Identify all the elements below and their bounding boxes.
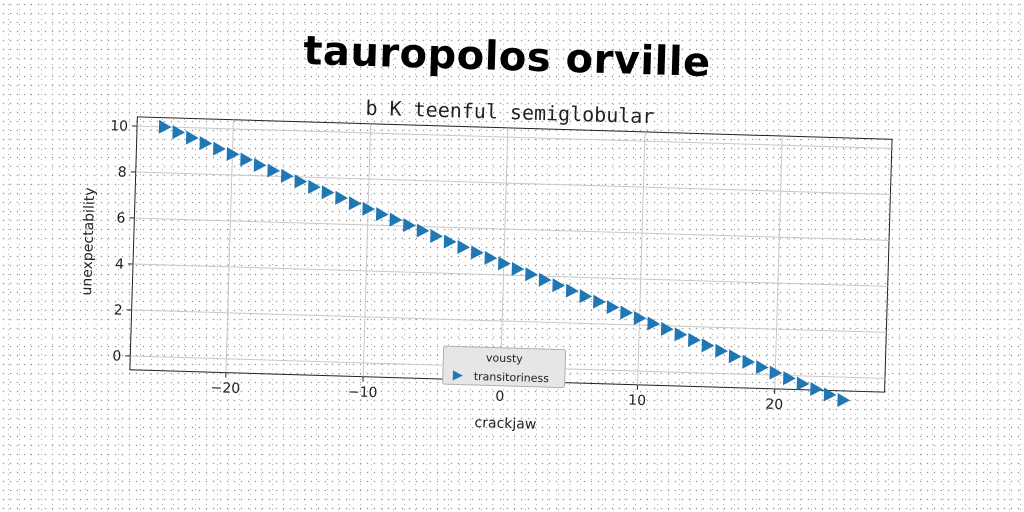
data-point <box>525 267 538 282</box>
x-tick-label: 20 <box>765 397 783 414</box>
grid-lines <box>130 119 892 389</box>
data-point <box>267 163 281 178</box>
data-point <box>185 130 199 145</box>
data-point <box>226 147 240 162</box>
x-gridline <box>225 119 234 373</box>
legend-box <box>442 345 567 389</box>
y-gridline <box>135 171 891 195</box>
data-point <box>796 376 810 391</box>
legend-title: vousty <box>486 351 524 365</box>
data-point <box>443 234 457 249</box>
data-point <box>498 256 511 271</box>
y-tick-label: 2 <box>113 302 122 318</box>
data-point <box>538 272 552 287</box>
data-point <box>335 190 348 205</box>
data-point <box>511 261 525 276</box>
data-point <box>755 360 769 375</box>
data-point <box>375 207 389 222</box>
data-point <box>457 239 471 254</box>
data-point <box>783 371 796 386</box>
data-point <box>253 157 267 172</box>
data-points <box>158 119 851 407</box>
y-tick-label: 8 <box>118 165 127 181</box>
plot-area: −20 −10 0 10 20 0 2 4 6 8 10 crackjaw unexpectabil… <box>79 116 893 433</box>
x-tick-label: −20 <box>210 380 240 397</box>
data-point <box>742 354 756 369</box>
data-point <box>321 185 335 200</box>
data-point <box>688 332 701 347</box>
y-tick-label: 10 <box>110 118 128 135</box>
data-point <box>240 152 253 167</box>
x-gridline <box>499 127 509 381</box>
x-axis-label: crackjaw <box>474 415 536 433</box>
data-point <box>674 327 688 342</box>
data-point <box>715 343 728 358</box>
data-point <box>362 201 376 216</box>
y-tick-label: 0 <box>112 348 121 364</box>
legend: vousty transitoriness <box>442 345 567 389</box>
y-axis-label: unexpectability <box>79 187 98 295</box>
data-point <box>308 179 321 194</box>
axis-ticks: −20 −10 0 10 20 0 2 4 6 8 10 <box>110 118 783 414</box>
y-gridline <box>131 309 887 333</box>
data-point <box>647 316 661 331</box>
data-point <box>484 250 498 265</box>
data-point <box>389 212 403 227</box>
data-point <box>416 223 430 238</box>
data-point <box>620 305 633 320</box>
data-point <box>593 294 606 309</box>
data-point <box>280 168 294 183</box>
data-point <box>172 125 186 140</box>
data-point <box>633 311 647 325</box>
data-point <box>430 229 443 244</box>
x-tick-label: 0 <box>495 389 504 405</box>
data-point <box>158 119 172 134</box>
data-point <box>403 218 416 233</box>
x-gridline <box>774 136 783 389</box>
data-point <box>294 174 308 189</box>
y-gridline <box>137 125 892 149</box>
data-point <box>810 382 823 397</box>
data-point <box>606 300 620 315</box>
x-tick-label: 10 <box>628 393 646 410</box>
data-point <box>660 321 674 336</box>
x-gridline <box>637 131 646 385</box>
data-point <box>565 283 579 298</box>
x-tick-label: −10 <box>348 384 378 401</box>
y-gridline <box>132 263 888 287</box>
legend-entry-label: transitoriness <box>474 370 550 385</box>
data-point <box>470 245 484 260</box>
data-point <box>213 141 226 156</box>
data-point <box>701 338 715 353</box>
y-gridline <box>134 217 890 241</box>
data-point <box>199 136 213 151</box>
data-point <box>579 289 593 304</box>
data-point <box>837 392 851 407</box>
x-gridline <box>362 123 372 377</box>
data-point <box>823 387 837 402</box>
y-tick-label: 6 <box>116 211 125 227</box>
data-point <box>728 349 742 364</box>
data-point <box>769 365 783 380</box>
y-tick-label: 4 <box>115 256 124 272</box>
legend-marker <box>452 370 463 381</box>
data-point <box>348 196 362 211</box>
data-point <box>552 278 566 293</box>
